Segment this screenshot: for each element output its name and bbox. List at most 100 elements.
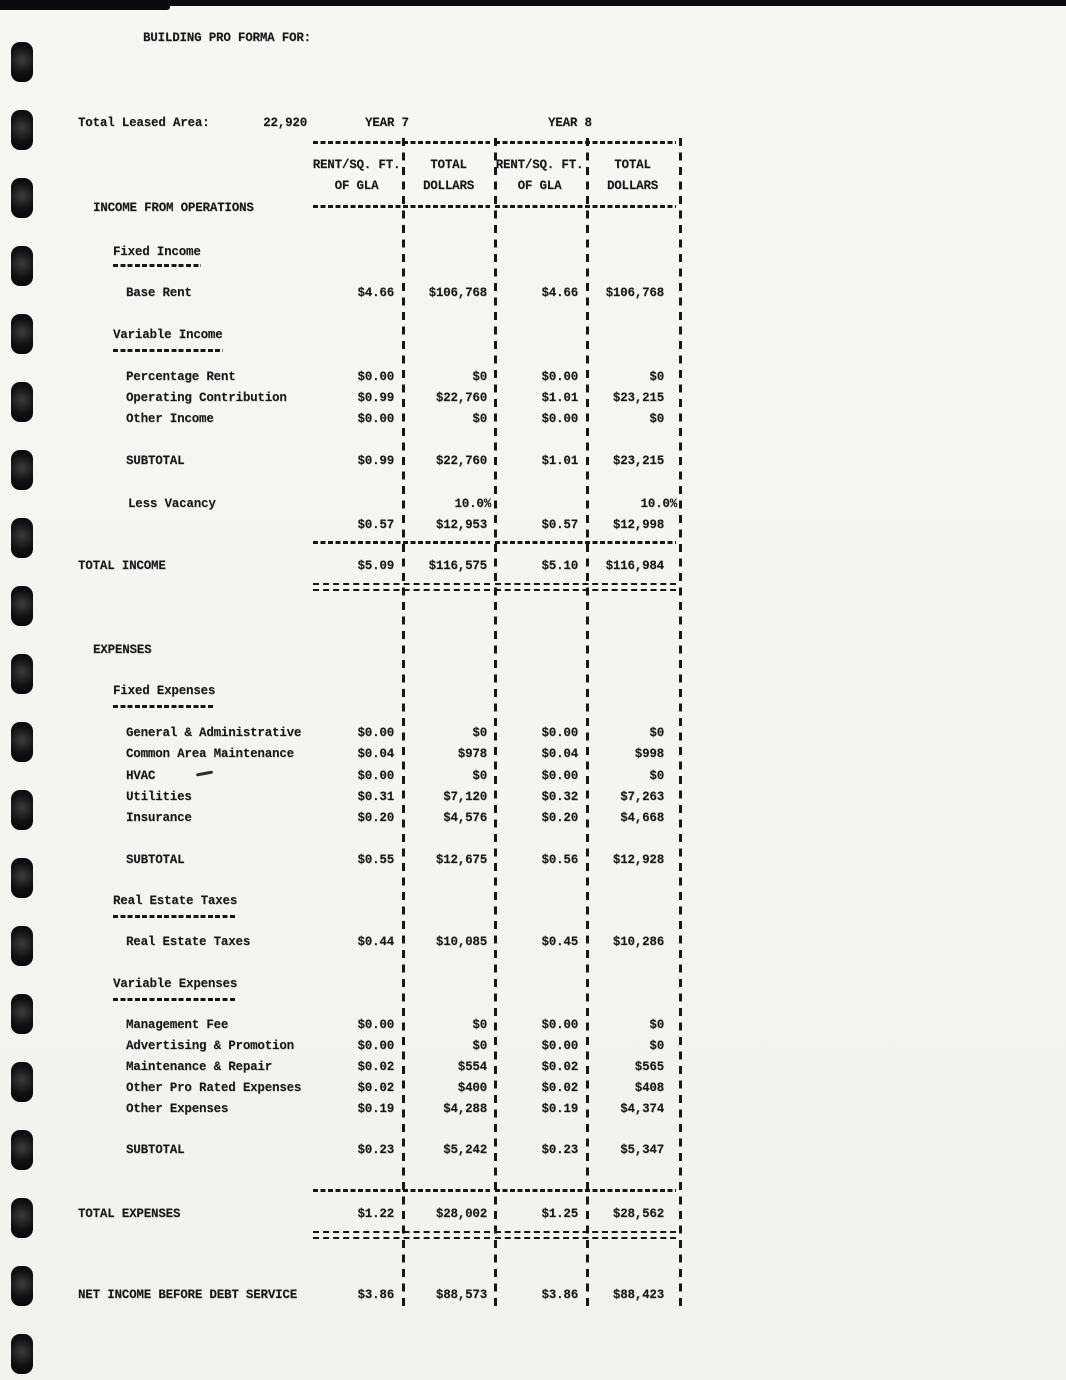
binder-hole bbox=[11, 586, 33, 626]
variable-expenses-heading: Variable Expenses bbox=[113, 977, 238, 991]
cell-y8-rate: $0.45 bbox=[541, 935, 578, 949]
binder-hole bbox=[11, 246, 33, 286]
binder-hole bbox=[11, 450, 33, 490]
row-label: Less Vacancy bbox=[128, 497, 216, 511]
cell-y8-total: $23,215 bbox=[612, 454, 664, 468]
cell-y8-total: $10,286 bbox=[612, 935, 664, 949]
table-row-common-area: Common Area Maintenance $0.04 $978 $0.04… bbox=[0, 747, 1066, 763]
cell-y8-total: $4,374 bbox=[620, 1102, 664, 1116]
cell-y7-rate: $0.57 bbox=[357, 518, 394, 532]
year8-header: YEAR 8 bbox=[548, 116, 592, 130]
cell-y7-rate: $3.86 bbox=[357, 1288, 394, 1302]
cell-y8-total: $408 bbox=[634, 1081, 664, 1095]
binder-hole bbox=[11, 518, 33, 558]
row-label: SUBTOTAL bbox=[126, 454, 185, 468]
binder-hole bbox=[11, 110, 33, 150]
cell-y7-rate: $0.23 bbox=[357, 1143, 394, 1157]
row-label: Common Area Maintenance bbox=[126, 747, 294, 761]
table-rule bbox=[495, 541, 676, 544]
table-row-other-income: Other Income $0.00 $0 $0.00 $0 bbox=[0, 412, 1066, 428]
total-leased-area-label: Total Leased Area: bbox=[78, 116, 210, 130]
row-label: SUBTOTAL bbox=[126, 1143, 185, 1157]
col-header-y7-rate-2: OF GLA bbox=[334, 179, 379, 193]
cell-y7-total: $4,288 bbox=[443, 1102, 487, 1116]
cell-y8-rate: $0.57 bbox=[541, 518, 578, 532]
fixed-expenses-heading: Fixed Expenses bbox=[113, 684, 216, 698]
cell-y7-total: $7,120 bbox=[443, 790, 487, 804]
table-row-fixed-expenses-subtotal: SUBTOTAL $0.55 $12,675 $0.56 $12,928 bbox=[0, 853, 1066, 869]
cell-y8-total: $5,347 bbox=[620, 1143, 664, 1157]
table-rule bbox=[495, 1189, 676, 1192]
cell-y8-total: $565 bbox=[634, 1060, 664, 1074]
cell-y7-rate: $1.22 bbox=[357, 1207, 394, 1221]
cell-y8-total: $28,562 bbox=[612, 1207, 664, 1221]
row-label: Utilities bbox=[126, 790, 192, 804]
table-row-utilities: Utilities $0.31 $7,120 $0.32 $7,263 bbox=[0, 790, 1066, 806]
binder-hole bbox=[11, 654, 33, 694]
table-row-less-vacancy: Less Vacancy 10.0% 10.0% bbox=[0, 497, 1066, 513]
table-row-total-expenses: TOTAL EXPENSES $1.22 $28,002 $1.25 $28,5… bbox=[0, 1207, 1066, 1223]
cell-y8-rate: $5.10 bbox=[541, 559, 578, 573]
cell-y8-total: $0 bbox=[649, 726, 664, 740]
cell-y8-rate: $3.86 bbox=[541, 1288, 578, 1302]
row-label: Maintenance & Repair bbox=[126, 1060, 273, 1074]
row-label: TOTAL EXPENSES bbox=[78, 1207, 181, 1221]
column-separator bbox=[586, 138, 589, 1308]
table-double-rule bbox=[313, 1231, 490, 1239]
cell-y8-total: $998 bbox=[634, 747, 664, 761]
table-row-operating-contribution: Operating Contribution $0.99 $22,760 $1.… bbox=[0, 391, 1066, 407]
table-row-real-estate-taxes: Real Estate Taxes $0.44 $10,085 $0.45 $1… bbox=[0, 935, 1066, 951]
binder-hole bbox=[11, 1062, 33, 1102]
table-row-advertising: Advertising & Promotion $0.00 $0 $0.00 $… bbox=[0, 1039, 1066, 1055]
table-row-vacancy-amounts: $0.57 $12,953 $0.57 $12,998 bbox=[0, 518, 1066, 534]
variable-income-heading: Variable Income bbox=[113, 328, 223, 342]
cell-y7-rate: $0.00 bbox=[357, 412, 394, 426]
row-label: Management Fee bbox=[126, 1018, 229, 1032]
binder-hole bbox=[11, 314, 33, 354]
cell-y7-total: $0 bbox=[472, 370, 487, 384]
table-rule bbox=[313, 541, 490, 544]
cell-y8-total: $0 bbox=[649, 769, 664, 783]
cell-y8-rate: $0.00 bbox=[541, 726, 578, 740]
table-double-rule bbox=[313, 583, 490, 591]
cell-y8-total: $0 bbox=[649, 1039, 664, 1053]
cell-y7-rate: $0.19 bbox=[357, 1102, 394, 1116]
table-row-other-expenses: Other Expenses $0.19 $4,288 $0.19 $4,374 bbox=[0, 1102, 1066, 1118]
expenses-section-heading: EXPENSES bbox=[93, 643, 152, 657]
row-label: HVAC bbox=[126, 769, 156, 783]
table-row-maintenance-repair: Maintenance & Repair $0.02 $554 $0.02 $5… bbox=[0, 1060, 1066, 1076]
binder-hole bbox=[11, 1198, 33, 1238]
cell-y7-total: $400 bbox=[457, 1081, 487, 1095]
table-row-hvac: HVAC $0.00 $0 $0.00 $0 bbox=[0, 769, 1066, 785]
table-row-percentage-rent: Percentage Rent $0.00 $0 $0.00 $0 bbox=[0, 370, 1066, 386]
cell-y7-rate: $0.00 bbox=[357, 1039, 394, 1053]
cell-y8-total: $0 bbox=[649, 412, 664, 426]
row-label: Other Expenses bbox=[126, 1102, 229, 1116]
binder-hole bbox=[11, 858, 33, 898]
col-header-y8-total: TOTAL bbox=[614, 158, 651, 172]
column-header-row: OF GLA DOLLARS OF GLA DOLLARS bbox=[0, 179, 1066, 195]
cell-y7-total: $22,760 bbox=[435, 454, 487, 468]
col-header-y8-rate-2: OF GLA bbox=[517, 179, 562, 193]
row-label: Real Estate Taxes bbox=[126, 935, 251, 949]
cell-y7-rate: $5.09 bbox=[357, 559, 394, 573]
col-header-y8-total-2: DOLLARS bbox=[606, 179, 659, 193]
row-label: Other Income bbox=[126, 412, 214, 426]
cell-y7-rate: $0.55 bbox=[357, 853, 394, 867]
cell-y7-total: $554 bbox=[457, 1060, 487, 1074]
col-header-y7-total-2: DOLLARS bbox=[422, 179, 475, 193]
table-row-general-admin: General & Administrative $0.00 $0 $0.00 … bbox=[0, 726, 1066, 742]
row-label: Other Pro Rated Expenses bbox=[126, 1081, 302, 1095]
fixed-income-heading: Fixed Income bbox=[113, 245, 201, 259]
table-double-rule bbox=[495, 583, 676, 591]
cell-y7-total: $978 bbox=[457, 747, 487, 761]
cell-y7-total: $116,575 bbox=[428, 559, 488, 573]
cell-y8-rate: $0.00 bbox=[541, 412, 578, 426]
cell-y7-rate: $0.02 bbox=[357, 1060, 394, 1074]
cell-y8-rate: $1.25 bbox=[541, 1207, 578, 1221]
table-rule bbox=[313, 141, 490, 144]
cell-y8-total: $0 bbox=[649, 1018, 664, 1032]
cell-y8-total: $4,668 bbox=[620, 811, 664, 825]
cell-y7-total: $12,675 bbox=[435, 853, 487, 867]
